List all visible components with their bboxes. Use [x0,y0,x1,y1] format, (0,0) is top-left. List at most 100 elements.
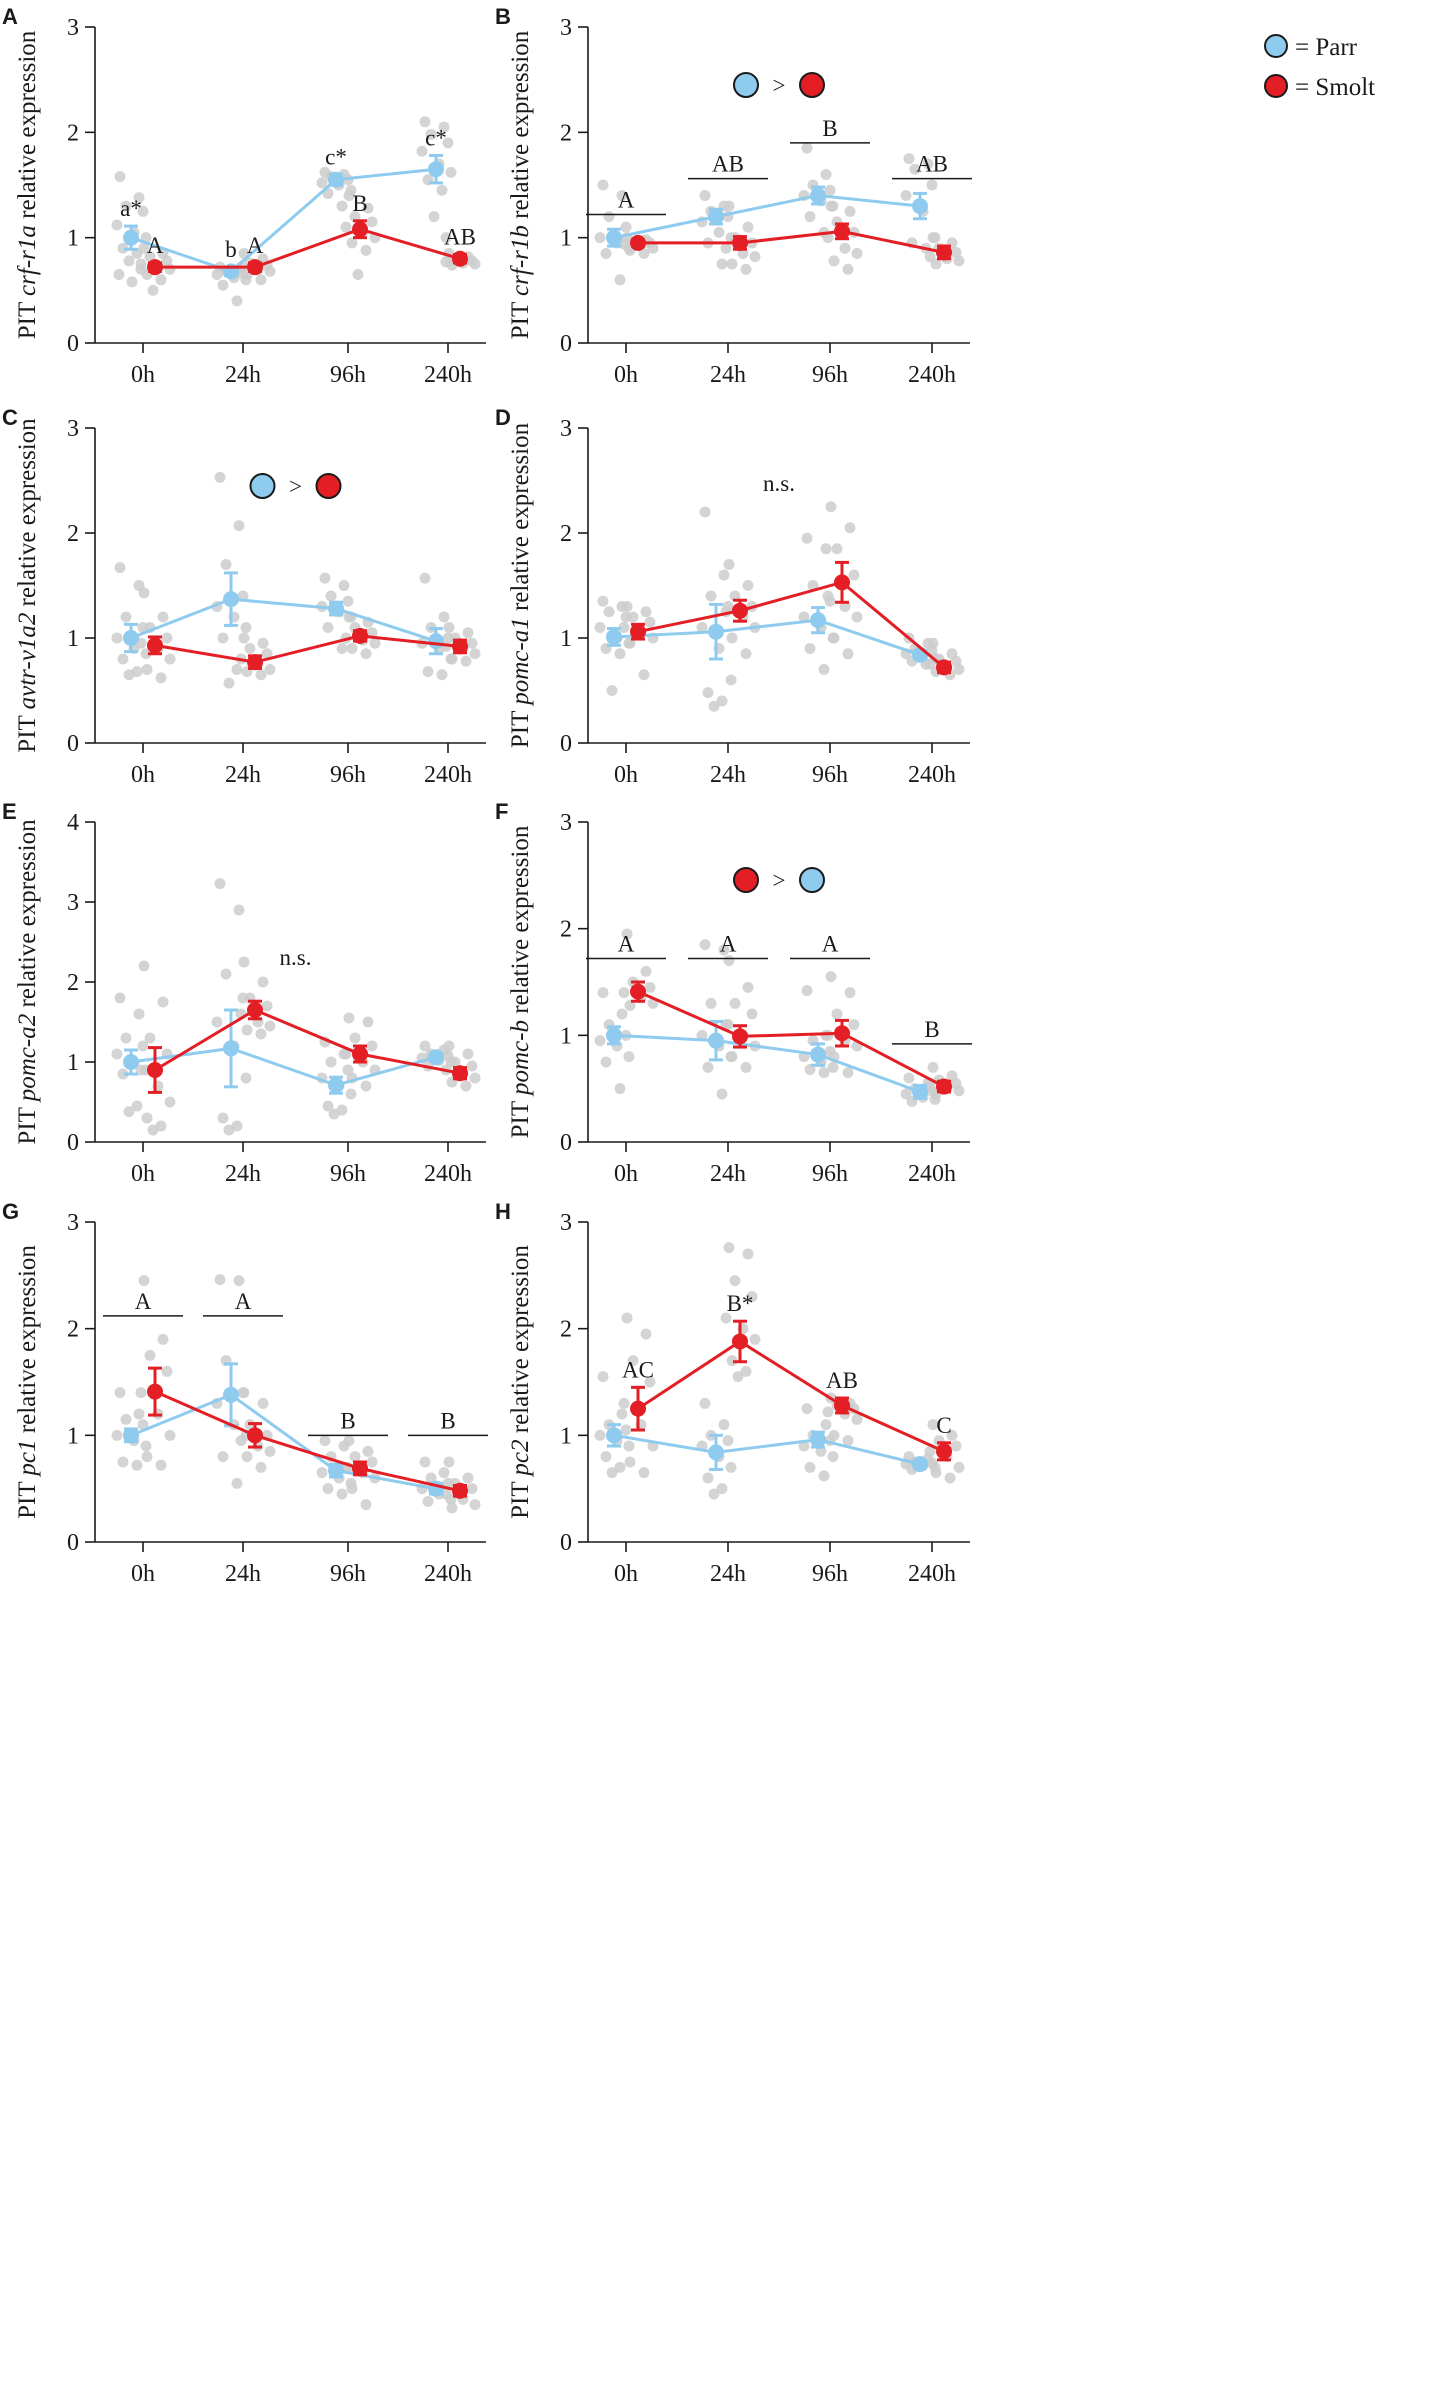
data-dot [117,1068,129,1080]
smolt-line [637,1339,945,1453]
data-dot [319,572,331,584]
parr-mean-point [223,1386,239,1403]
legend: = Parr = Smolt [1264,34,1375,101]
data-dot [255,669,267,681]
data-dot [211,269,223,281]
data-dot [621,1312,633,1324]
smolt-mean-point [630,1400,646,1417]
data-dot [746,1008,758,1020]
y-label-prefix: PIT [14,709,41,752]
data-dot [235,1435,247,1447]
parr-mean-point [328,171,344,188]
x-tick-label: 24h [225,762,261,788]
y-tick-label: 3 [560,15,572,41]
data-dot [233,904,245,916]
smolt-mean-point [247,259,263,276]
data-dot [261,648,273,660]
data-dot [827,1061,839,1073]
x-tick-label: 24h [710,1161,746,1187]
data-dot [732,1371,744,1383]
parr-mean-point [810,1431,826,1448]
data-dot [443,1040,455,1052]
data-dot [594,1035,606,1047]
smolt-mean-point [834,223,850,240]
data-dot [255,1028,267,1040]
data-dot [742,221,754,233]
data-dot [798,1440,810,1452]
y-tick-label: 2 [67,1317,79,1343]
data-dot [322,1483,334,1495]
x-tick-label: 96h [812,1561,848,1587]
parr-mean-point [123,1054,139,1070]
data-dot [903,153,915,165]
data-dot [603,211,615,223]
data-dot [462,1048,474,1060]
x-tick-label: 24h [710,1561,746,1587]
data-dot [238,632,250,644]
parr-mean-point [428,1049,444,1066]
data-dot [438,611,450,623]
data-dot [325,1056,337,1068]
significance-label: B [352,191,367,216]
smolt-mean-point [834,574,850,591]
data-dot [264,664,276,675]
data-dot [740,1061,752,1073]
data-dot [618,1397,630,1409]
y-tick-label: 1 [67,226,79,252]
y-axis-label: PIT pc1 relative expression [14,1245,41,1519]
data-dot [137,1419,149,1431]
data-dot [422,666,434,678]
data-dot [340,221,352,233]
y-label-gene: crf-r1a [14,225,41,296]
x-tick-label: 240h [424,762,472,788]
data-dot [720,242,732,254]
data-dot [620,1424,632,1436]
smolt-mean-point [147,259,163,276]
x-tick-label: 24h [225,1161,261,1187]
data-dot [141,1451,153,1463]
data-dot [614,648,626,660]
data-dot [244,643,256,654]
y-tick-label: 3 [560,416,572,442]
data-dot [740,263,752,275]
y-tick-label: 2 [560,521,572,547]
data-dot [842,1435,854,1447]
data-dot [316,177,328,189]
data-dot [705,997,717,1009]
note-smolt-marker [315,473,342,499]
data-dot [255,274,267,286]
data-dot [369,637,381,649]
note-operator: > [289,474,302,499]
data-dot [614,1461,626,1473]
data-dot [416,145,428,157]
y-tick-label: 0 [560,731,572,757]
data-dot [824,184,836,196]
data-dot [616,1408,628,1420]
significance-label: AB [444,225,476,250]
data-dot [844,205,856,217]
parr-mean-point [428,633,444,650]
significance-label: a* [120,196,142,221]
y-label-suffix: relative expression [14,819,41,1014]
parr-line [613,1033,921,1094]
y-label-prefix: PIT [507,1476,534,1519]
data-dot [828,255,840,267]
data-dot [723,955,735,967]
data-dot [325,590,337,602]
panel-letter: C [2,405,18,430]
data-dot [851,247,863,259]
data-dot [600,1056,612,1068]
data-dot [223,1124,235,1136]
data-dot [336,200,348,212]
y-label-prefix: PIT [14,296,41,339]
parr-mean-point [328,1077,344,1094]
x-tick-label: 0h [614,362,638,388]
data-dot [804,1461,816,1473]
data-dot [466,1060,478,1072]
smolt-line [154,1008,461,1075]
parr-line [130,167,437,274]
parr-mean-point [810,1046,826,1063]
data-dot [120,200,132,212]
